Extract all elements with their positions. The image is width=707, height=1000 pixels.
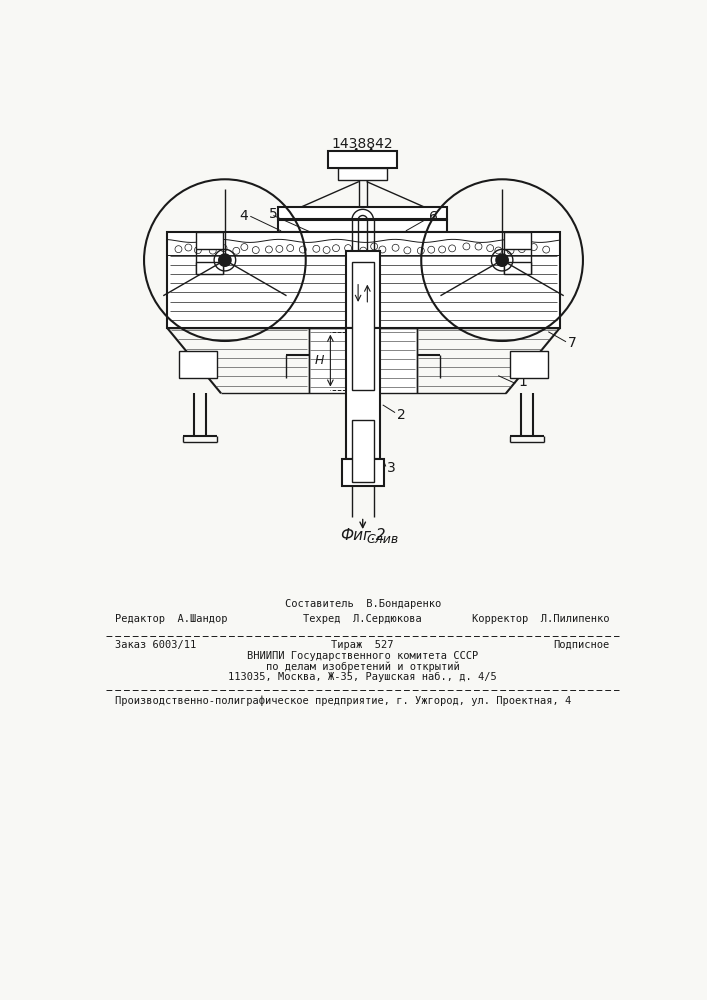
Circle shape: [218, 254, 231, 266]
Text: 113035, Москва, Ж-35, Раушская наб., д. 4/5: 113035, Москва, Ж-35, Раушская наб., д. …: [228, 672, 497, 682]
Text: ВНИИПИ Государственного комитета СССР: ВНИИПИ Государственного комитета СССР: [247, 651, 479, 661]
Text: Корректор  Л.Пилипенко: Корректор Л.Пилипенко: [472, 614, 610, 624]
Text: Фиг.2: Фиг.2: [340, 528, 385, 543]
Text: Подписное: Подписное: [554, 640, 610, 650]
Bar: [503, 232, 532, 249]
Text: 7: 7: [568, 336, 576, 350]
Text: 3: 3: [387, 461, 395, 475]
Bar: [167, 232, 560, 328]
Bar: [278, 207, 448, 219]
Text: 5: 5: [269, 207, 278, 221]
Bar: [309, 328, 416, 393]
Bar: [342, 459, 385, 486]
Text: Составитель  В.Бондаренко: Составитель В.Бондаренко: [285, 599, 441, 609]
Bar: [328, 151, 397, 168]
Bar: [196, 262, 223, 274]
Bar: [510, 351, 549, 378]
Text: по делам изобретений и открытий: по делам изобретений и открытий: [266, 661, 460, 672]
Text: Тираж  527: Тираж 527: [332, 640, 394, 650]
Bar: [278, 220, 448, 232]
Bar: [338, 168, 387, 180]
Text: Редактор  А.Шандор: Редактор А.Шандор: [115, 614, 227, 624]
Text: 1438842: 1438842: [332, 137, 394, 151]
Bar: [346, 251, 380, 328]
Text: 2: 2: [397, 408, 405, 422]
Bar: [196, 232, 223, 249]
Text: 1: 1: [518, 375, 527, 389]
Text: Слив: Слив: [366, 533, 399, 546]
Bar: [503, 262, 532, 274]
Text: 6: 6: [429, 210, 438, 224]
Bar: [346, 328, 380, 459]
Bar: [352, 262, 373, 389]
Bar: [179, 351, 217, 378]
Text: Техред  Л.Сердюкова: Техред Л.Сердюкова: [303, 614, 422, 624]
Circle shape: [496, 254, 508, 266]
Text: А-А: А-А: [349, 148, 376, 163]
Text: Заказ 6003/11: Заказ 6003/11: [115, 640, 196, 650]
Text: 4: 4: [239, 209, 248, 223]
Bar: [352, 420, 373, 482]
Text: H: H: [315, 354, 325, 367]
Text: Производственно-полиграфическое предприятие, г. Ужгород, ул. Проектная, 4: Производственно-полиграфическое предприя…: [115, 696, 571, 706]
